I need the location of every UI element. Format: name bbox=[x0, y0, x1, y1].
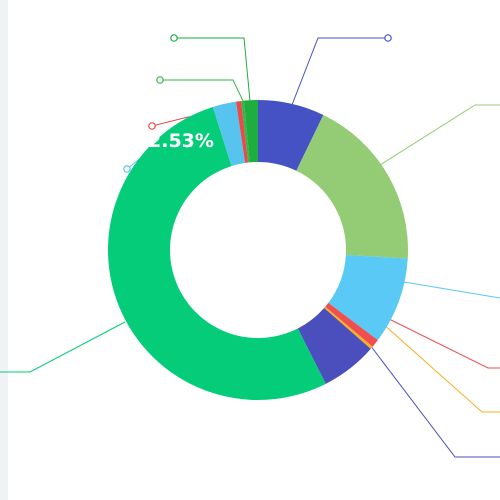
leader-end-marker bbox=[384, 34, 392, 42]
leader-line bbox=[174, 37, 251, 102]
leader-end-marker bbox=[123, 165, 131, 173]
leader-line bbox=[0, 321, 126, 373]
donut-slice[interactable] bbox=[296, 114, 408, 259]
donut-slice[interactable] bbox=[324, 306, 373, 349]
donut-slice[interactable] bbox=[243, 100, 258, 163]
left-panel-edge bbox=[0, 0, 8, 500]
leader-end-marker bbox=[148, 122, 156, 130]
donut-slice[interactable] bbox=[107, 106, 326, 401]
leader-end-marker bbox=[170, 34, 178, 42]
leader-line bbox=[403, 281, 500, 299]
donut-slice[interactable] bbox=[258, 100, 324, 171]
donut-slice[interactable] bbox=[297, 308, 371, 384]
leader-end-marker bbox=[156, 76, 164, 84]
donut-slices bbox=[107, 100, 408, 401]
donut-slice[interactable] bbox=[236, 100, 249, 163]
donut-slice[interactable] bbox=[328, 254, 408, 341]
highlight-percent-label: 2.53% bbox=[148, 130, 214, 152]
leader-line bbox=[381, 322, 500, 413]
leader-line bbox=[369, 344, 500, 458]
leader-line bbox=[289, 37, 388, 111]
leader-line bbox=[379, 104, 500, 166]
donut-slice[interactable] bbox=[212, 101, 246, 167]
donut-slice[interactable] bbox=[241, 100, 250, 163]
leader-lines bbox=[0, 34, 500, 458]
leader-line bbox=[160, 79, 245, 104]
donut-slice[interactable] bbox=[325, 302, 378, 347]
leader-line bbox=[386, 317, 500, 369]
